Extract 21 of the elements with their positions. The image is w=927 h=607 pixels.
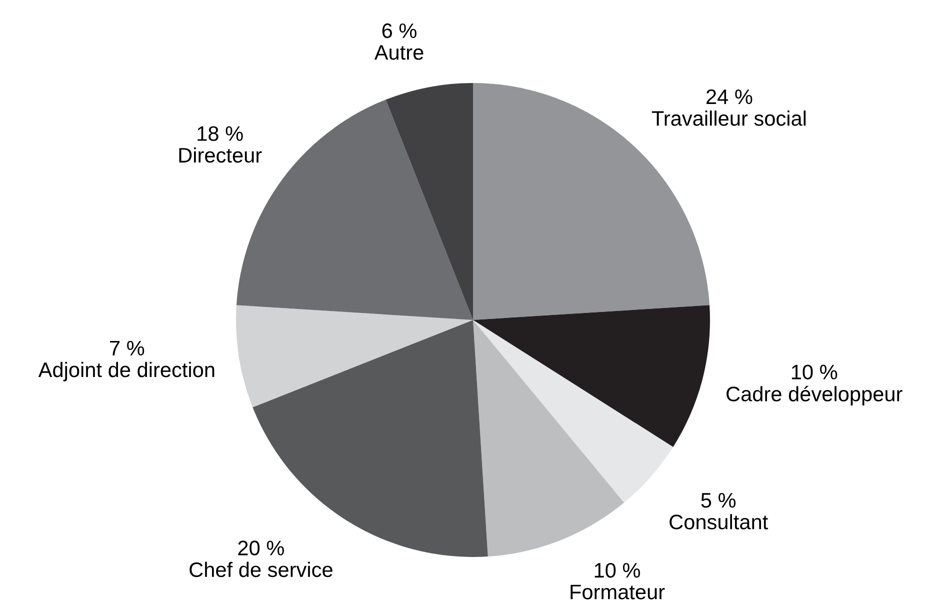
slice-label: Consultant — [670, 514, 768, 530]
slice-label: Chef de service — [190, 562, 332, 578]
pie-slice — [473, 320, 674, 503]
data-label: 6 % — [382, 23, 416, 38]
data-label: 10 % — [792, 364, 838, 380]
data-label: 10 % — [594, 562, 640, 578]
data-label: 20 % — [238, 540, 284, 556]
slice-label: Travailleur social — [652, 110, 806, 126]
pie-slice — [473, 320, 624, 557]
slice-label: Formateur — [570, 584, 665, 600]
slice-label: Cadre développeur — [726, 386, 902, 406]
pie-slice — [386, 83, 473, 320]
data-label: 5 % — [701, 493, 736, 508]
slice-label: Autre — [374, 45, 424, 60]
slice-label: Directeur — [179, 147, 262, 163]
data-label: 7 % — [110, 340, 144, 356]
pie-slice — [473, 305, 710, 447]
data-label: 24 % — [706, 89, 752, 104]
pie-slice — [236, 305, 473, 408]
data-label: 18 % — [198, 126, 243, 141]
slice-label: Adjoint de direction — [38, 362, 214, 382]
